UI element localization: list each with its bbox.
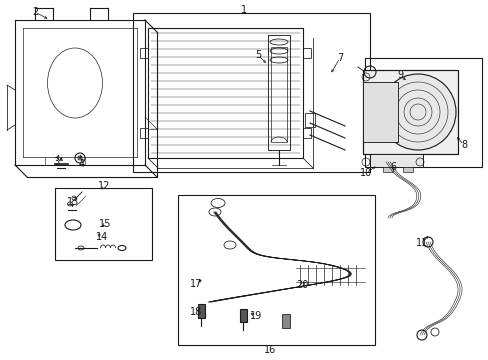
Circle shape	[379, 74, 455, 150]
Text: 15: 15	[99, 219, 111, 229]
Bar	[267, 35, 289, 150]
Text: 6: 6	[389, 162, 395, 172]
Text: 12: 12	[98, 181, 110, 191]
Text: 20: 20	[295, 280, 307, 290]
Text: 4: 4	[79, 159, 85, 169]
Text: 3: 3	[53, 157, 59, 167]
Bar	[140, 48, 148, 58]
Bar	[303, 128, 310, 138]
Bar	[178, 195, 374, 345]
Bar	[362, 82, 397, 142]
Bar	[133, 13, 369, 172]
Bar	[402, 167, 412, 172]
Bar	[282, 314, 289, 328]
Bar	[362, 70, 457, 154]
Bar	[55, 188, 152, 260]
Bar	[240, 309, 246, 322]
Bar	[382, 167, 392, 172]
Text: 17: 17	[189, 279, 202, 289]
Text: 19: 19	[249, 311, 262, 321]
Text: 2: 2	[32, 7, 38, 17]
Bar	[270, 47, 286, 142]
Bar	[401, 155, 415, 165]
Bar	[369, 154, 422, 167]
Bar	[140, 128, 148, 138]
Text: 9: 9	[396, 70, 402, 80]
Bar	[305, 113, 314, 127]
Bar	[303, 48, 310, 58]
Text: 5: 5	[254, 50, 261, 60]
Bar	[362, 70, 457, 154]
Text: 14: 14	[96, 232, 108, 242]
Text: 10: 10	[359, 168, 371, 178]
Bar	[364, 58, 481, 167]
Text: 16: 16	[264, 345, 276, 355]
Text: 8: 8	[460, 140, 466, 150]
Bar	[362, 82, 397, 142]
Bar	[369, 154, 422, 167]
Text: 13: 13	[67, 197, 79, 207]
Text: 1: 1	[241, 5, 246, 15]
Bar	[198, 304, 204, 318]
Text: 7: 7	[336, 53, 343, 63]
Text: 18: 18	[189, 307, 202, 317]
Text: 11: 11	[415, 238, 427, 248]
Bar	[148, 28, 303, 158]
